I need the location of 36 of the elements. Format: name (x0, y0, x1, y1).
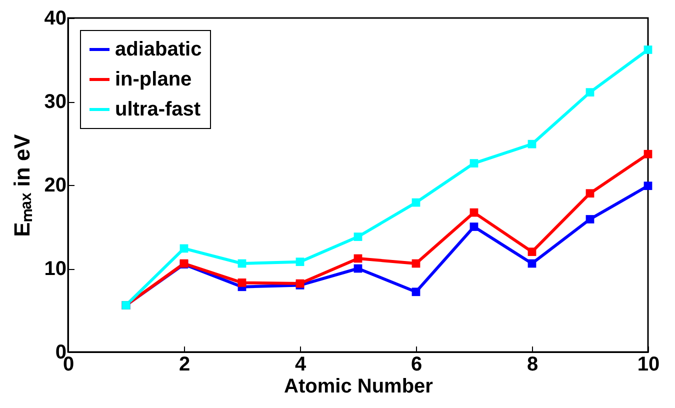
point (238, 259, 246, 268)
point (644, 150, 652, 158)
legend-label: adiabatic (115, 38, 202, 60)
point (586, 189, 594, 198)
y-tick-label: 20 (44, 174, 66, 196)
x-tick-label: 2 (178, 354, 190, 376)
point (354, 254, 362, 263)
x-tick-label: 10 (637, 354, 660, 376)
y-tick-label: 40 (44, 8, 66, 30)
point (354, 264, 362, 273)
point (296, 258, 304, 266)
point (528, 259, 536, 268)
x-tick-label: 4 (294, 354, 307, 376)
point (528, 248, 536, 256)
legend-label: in-plane (115, 68, 192, 90)
y-axis-title: Eₘₐₓ in eV (9, 134, 34, 237)
point (180, 244, 188, 253)
point (354, 232, 362, 241)
point (586, 215, 594, 224)
point (412, 288, 420, 296)
point (470, 222, 478, 231)
point (528, 140, 536, 148)
point (644, 182, 652, 190)
y-tick-label: 30 (44, 91, 66, 113)
point (412, 198, 420, 207)
legend-label: ultra-fast (115, 98, 201, 120)
point (238, 278, 246, 287)
point (412, 259, 420, 268)
point (644, 46, 652, 54)
y-tick-label: 10 (44, 258, 66, 280)
x-axis-title: Atomic Number (284, 376, 434, 398)
x-tick-label: 6 (410, 354, 422, 376)
x-tick-label: 8 (526, 354, 538, 376)
point (470, 159, 478, 168)
point (586, 88, 594, 96)
point (470, 208, 478, 217)
